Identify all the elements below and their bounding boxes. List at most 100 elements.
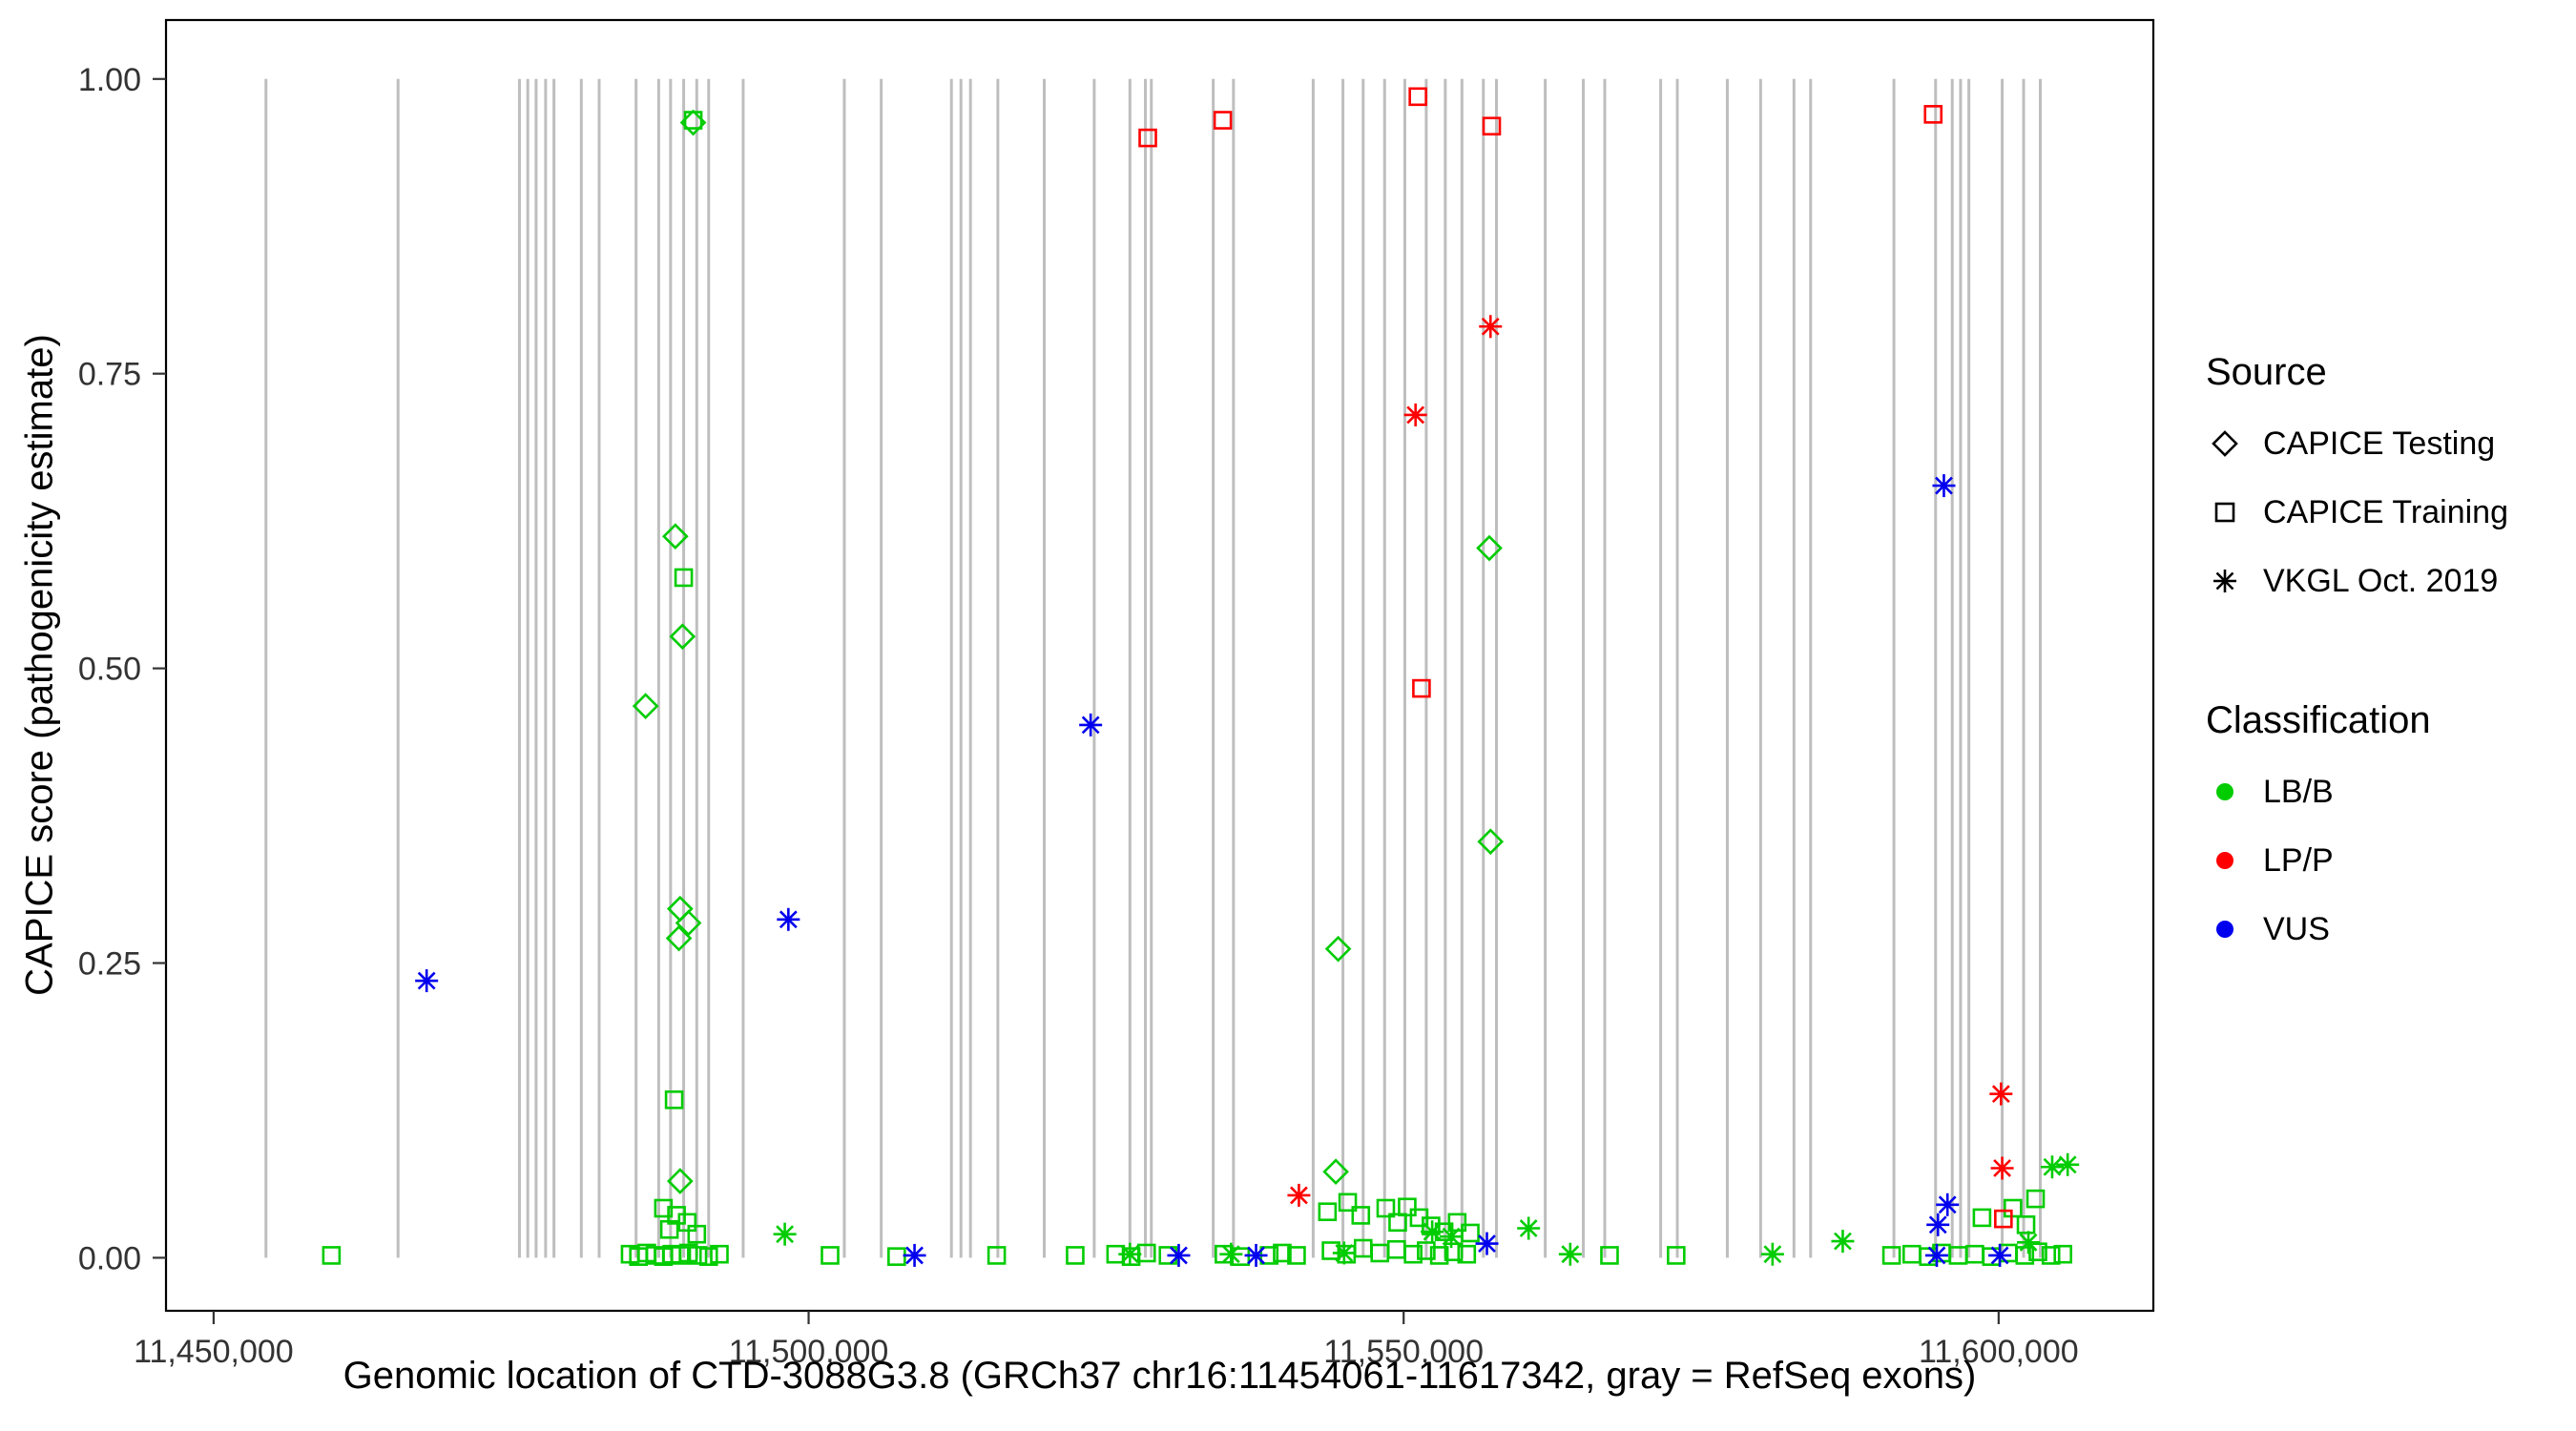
y-tick-label: 0.50	[78, 652, 141, 688]
data-point-asterisk	[1561, 1245, 1580, 1264]
data-point-square	[1338, 1192, 1358, 1213]
data-point-asterisk	[1519, 1219, 1538, 1237]
data-point-asterisk	[1935, 476, 1953, 495]
data-point-square	[1901, 1244, 1922, 1264]
data-point-asterisk	[1221, 1245, 1240, 1264]
data-point-asterisk	[1991, 1085, 2010, 1104]
data-point-square	[1667, 1246, 1686, 1265]
y-tick-label: 0.00	[78, 1240, 141, 1276]
x-tick-label: 11,550,000	[1323, 1334, 1484, 1370]
data-point-square	[1287, 1246, 1306, 1265]
data-point-square	[1600, 1246, 1619, 1265]
data-point-square	[1881, 1246, 1901, 1265]
data-point-asterisk	[1335, 1244, 1354, 1262]
data-point-asterisk	[2043, 1157, 2062, 1176]
data-point-square	[710, 1244, 729, 1264]
data-point-square	[678, 1243, 698, 1263]
data-point-square	[1972, 1208, 1992, 1228]
legend-item-label: LB/B	[2263, 773, 2334, 810]
data-point-square	[1429, 1246, 1449, 1265]
data-point-square	[1403, 1244, 1423, 1264]
data-point-square	[322, 1246, 342, 1265]
data-point-asterisk	[905, 1246, 924, 1265]
green-dot-icon	[2216, 783, 2233, 800]
data-point-asterisk	[1120, 1245, 1139, 1264]
legend-item-capice-training: CAPICE Training	[2206, 478, 2508, 547]
data-point-asterisk	[1928, 1215, 1947, 1234]
data-point-asterisk	[2019, 1233, 2038, 1252]
legend-classification-title: Classification	[2206, 699, 2431, 741]
data-point-square	[1066, 1246, 1085, 1265]
data-point-square	[683, 111, 703, 130]
data-point-diamond	[666, 895, 694, 923]
data-point-diamond	[662, 523, 689, 550]
data-point-asterisk	[1247, 1246, 1265, 1265]
legend-item-label: CAPICE Training	[2263, 493, 2508, 530]
diamond-icon	[2212, 430, 2238, 457]
data-point-square	[1408, 87, 1427, 107]
asterisk-icon	[2213, 570, 2236, 592]
x-tick-label: 11,500,000	[729, 1334, 889, 1370]
data-point-square	[1351, 1206, 1371, 1225]
square-icon	[2214, 502, 2235, 523]
legend: Source CAPICE Testing CAPICE Training	[2206, 351, 2508, 964]
data-point-square	[2025, 1189, 2046, 1209]
x-axis-title: Genomic location of CTD-3088G3.8 (GRCh37…	[343, 1355, 1977, 1397]
data-point-asterisk	[1290, 1186, 1308, 1205]
data-point-square	[2016, 1215, 2036, 1234]
data-point-asterisk	[1170, 1246, 1188, 1265]
data-point-square	[677, 1213, 697, 1233]
data-point-square	[698, 1247, 718, 1266]
data-point-square	[2053, 1244, 2073, 1264]
data-point-square	[1138, 128, 1157, 148]
data-point-asterisk	[1938, 1195, 1957, 1214]
y-tick-label: 1.00	[78, 62, 141, 98]
data-point-square	[1461, 1223, 1480, 1243]
legend-item-lbb: LB/B	[2206, 757, 2508, 826]
panel-border	[164, 18, 2155, 1313]
red-dot-icon	[2216, 852, 2233, 869]
data-point-asterisk	[1993, 1159, 2011, 1177]
data-point-square	[1417, 1241, 1436, 1260]
data-point-asterisk	[1081, 716, 1100, 735]
data-point-square	[1398, 1197, 1417, 1217]
x-tick-label: 11,450,000	[134, 1334, 294, 1370]
data-point-diamond	[1324, 935, 1352, 963]
y-axis-title: CAPICE score (pathogenicity estimate)	[18, 334, 61, 996]
data-point-square	[2004, 1198, 2023, 1218]
data-point-square	[887, 1247, 906, 1266]
data-point-square	[821, 1246, 840, 1265]
data-point-square	[1388, 1213, 1407, 1233]
data-point-diamond	[675, 909, 702, 937]
data-point-square	[2028, 1242, 2047, 1262]
y-tick-label: 0.25	[78, 945, 141, 982]
data-point-asterisk	[2058, 1155, 2077, 1174]
data-point-diamond	[666, 1168, 694, 1194]
data-point-diamond	[632, 693, 659, 719]
data-point-asterisk	[776, 1225, 795, 1244]
data-point-diamond	[1476, 534, 1503, 562]
data-point-asterisk	[1478, 1234, 1496, 1253]
data-point-square	[688, 1246, 708, 1265]
legend-item-vus: VUS	[2206, 895, 2508, 964]
y-tick-label: 0.75	[78, 357, 141, 393]
data-point-square	[2041, 1246, 2061, 1265]
data-point-square	[1412, 678, 1431, 698]
data-point-diamond	[1322, 1158, 1349, 1186]
data-point-asterisk	[1442, 1227, 1461, 1246]
legend-item-vkgl: VKGL Oct. 2019	[2206, 547, 2508, 615]
data-point-square	[1376, 1198, 1396, 1218]
data-point-square	[1318, 1202, 1338, 1222]
legend-item-label: VKGL Oct. 2019	[2263, 562, 2499, 599]
data-point-diamond	[665, 924, 693, 952]
data-point-square	[1273, 1243, 1292, 1263]
legend-source-title: Source	[2206, 351, 2327, 393]
data-point-square	[1457, 1244, 1477, 1264]
data-point-asterisk	[1406, 405, 1425, 425]
legend-classification-section: Classification LB/B LP/P VUS	[2206, 699, 2508, 964]
data-point-asterisk	[1423, 1222, 1442, 1241]
data-point-asterisk	[1927, 1246, 1946, 1265]
data-point-asterisk	[1990, 1246, 2009, 1265]
data-point-diamond	[1477, 828, 1505, 856]
